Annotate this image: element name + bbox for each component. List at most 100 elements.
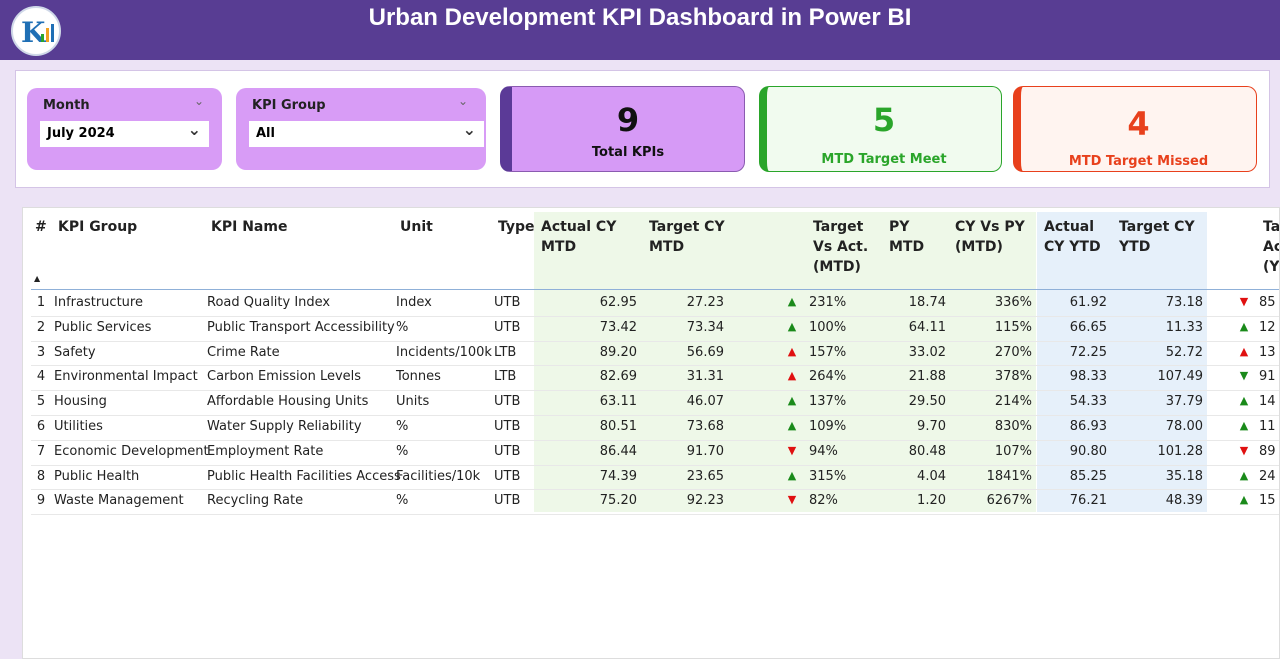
status-arrow: ▼ <box>783 493 801 506</box>
table-cell: 2 <box>31 320 51 335</box>
table-cell: 29.50 <box>885 394 946 409</box>
table-cell: 89.20 <box>537 345 637 360</box>
table-cell: 33.02 <box>885 345 946 360</box>
filter-card: Month ⌄July 2024⌄ <box>27 88 222 170</box>
table-cell: 35.18 <box>1115 469 1203 484</box>
table-cell: 14 <box>1259 394 1280 409</box>
status-arrow: ▲ <box>783 369 801 382</box>
table-cell: UTB <box>494 469 534 484</box>
table-panel: ▲#KPI GroupKPI NameUnitTypeActual CY MTD… <box>22 207 1280 659</box>
table-cell: 4.04 <box>885 469 946 484</box>
table-cell: LTB <box>494 369 534 384</box>
table-cell: 52.72 <box>1115 345 1203 360</box>
table-cell: 82% <box>809 493 861 508</box>
column-header: # <box>35 217 55 237</box>
table-cell: 78.00 <box>1115 419 1203 434</box>
table-cell: 264% <box>809 369 861 384</box>
table-cell: 107.49 <box>1115 369 1203 384</box>
table-cell: 3 <box>31 345 51 360</box>
table-cell: 80.51 <box>537 419 637 434</box>
table-cell: 74.39 <box>537 469 637 484</box>
table-cell: UTB <box>494 320 534 335</box>
table-cell: UTB <box>494 444 534 459</box>
table-cell: 64.11 <box>885 320 946 335</box>
table-cell: 107% <box>951 444 1032 459</box>
table-cell: Recycling Rate <box>207 493 392 508</box>
table-cell: 270% <box>951 345 1032 360</box>
table-cell: 73.42 <box>537 320 637 335</box>
dropdown-arrow: ⌄ <box>463 117 476 143</box>
table-cell: 336% <box>951 295 1032 310</box>
filter-dropdown[interactable]: All⌄ <box>249 121 484 147</box>
header-rule <box>31 289 1280 290</box>
kpi-label: MTD Target Missed <box>1021 154 1256 169</box>
kpi-card: 9Total KPIs <box>500 86 745 172</box>
status-arrow: ▼ <box>1235 444 1253 457</box>
table-cell: % <box>396 493 491 508</box>
table-cell: 91.70 <box>645 444 724 459</box>
table-cell: 61.92 <box>1040 295 1107 310</box>
filter-label: KPI Group <box>252 98 326 113</box>
column-header: KPI Name <box>211 217 391 237</box>
table-cell: 73.34 <box>645 320 724 335</box>
mtd-band <box>534 212 1036 512</box>
row-divider <box>31 415 1280 416</box>
table-cell: 9.70 <box>885 419 946 434</box>
column-header: Type <box>498 217 538 237</box>
table-cell: 98.33 <box>1040 369 1107 384</box>
table-cell: 23.65 <box>645 469 724 484</box>
table-cell: 6267% <box>951 493 1032 508</box>
table-cell: Public Health Facilities Access <box>207 469 392 484</box>
row-divider <box>31 316 1280 317</box>
table-cell: 76.21 <box>1040 493 1107 508</box>
table-cell: 86.93 <box>1040 419 1107 434</box>
table-cell: Public Transport Accessibility <box>207 320 392 335</box>
table-cell: 46.07 <box>645 394 724 409</box>
table-cell: 6 <box>31 419 51 434</box>
kpi-label: Total KPIs <box>512 145 744 160</box>
table-cell: 66.65 <box>1040 320 1107 335</box>
table-cell: 54.33 <box>1040 394 1107 409</box>
table-cell: Water Supply Reliability <box>207 419 392 434</box>
dropdown-arrow: ⌄ <box>188 117 201 143</box>
table-cell: 62.95 <box>537 295 637 310</box>
title: Urban Development KPI Dashboard in Power… <box>0 4 1280 32</box>
table-cell: Safety <box>54 345 204 360</box>
table-cell: 101.28 <box>1115 444 1203 459</box>
table-cell: 100% <box>809 320 861 335</box>
table-cell: 63.11 <box>537 394 637 409</box>
table-cell: 137% <box>809 394 861 409</box>
table-cell: 12 <box>1259 320 1280 335</box>
row-divider <box>31 365 1280 366</box>
table-cell: Road Quality Index <box>207 295 392 310</box>
column-header: Unit <box>400 217 490 237</box>
table-cell: % <box>396 419 491 434</box>
filter-value: July 2024 <box>47 121 115 147</box>
table-cell: 13 <box>1259 345 1280 360</box>
filter-label: Month <box>43 98 90 113</box>
table-cell: 1 <box>31 295 51 310</box>
table-cell: 1841% <box>951 469 1032 484</box>
row-divider <box>31 341 1280 342</box>
row-divider <box>31 390 1280 391</box>
table-cell: 115% <box>951 320 1032 335</box>
status-arrow: ▲ <box>783 345 801 358</box>
filter-dropdown[interactable]: July 2024⌄ <box>40 121 209 147</box>
row-divider <box>31 514 1280 515</box>
kpi-value: 4 <box>1021 105 1256 143</box>
kpi-value: 5 <box>767 101 1001 139</box>
table-cell: Economic Development <box>54 444 204 459</box>
table-cell: 48.39 <box>1115 493 1203 508</box>
table-cell: 157% <box>809 345 861 360</box>
table-cell: 80.48 <box>885 444 946 459</box>
table-cell: 315% <box>809 469 861 484</box>
row-divider <box>31 465 1280 466</box>
column-header: Actual CY MTD <box>541 217 631 257</box>
table-cell: 15 <box>1259 493 1280 508</box>
table-cell: 94% <box>809 444 861 459</box>
table-cell: 378% <box>951 369 1032 384</box>
table-cell: Incidents/100k <box>396 345 491 360</box>
table-cell: Crime Rate <box>207 345 392 360</box>
table-cell: Environmental Impact <box>54 369 204 384</box>
